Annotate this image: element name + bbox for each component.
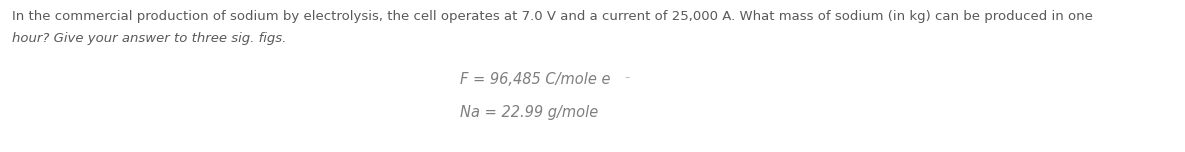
Text: ⁻: ⁻ bbox=[624, 75, 629, 85]
Text: Na = 22.99 g/mole: Na = 22.99 g/mole bbox=[460, 105, 598, 120]
Text: F = 96,485 C/mole e: F = 96,485 C/mole e bbox=[460, 72, 610, 87]
Text: In the commercial production of sodium by electrolysis, the cell operates at 7.0: In the commercial production of sodium b… bbox=[12, 10, 1093, 23]
Text: hour? Give your answer to three sig. figs.: hour? Give your answer to three sig. fig… bbox=[12, 32, 287, 45]
